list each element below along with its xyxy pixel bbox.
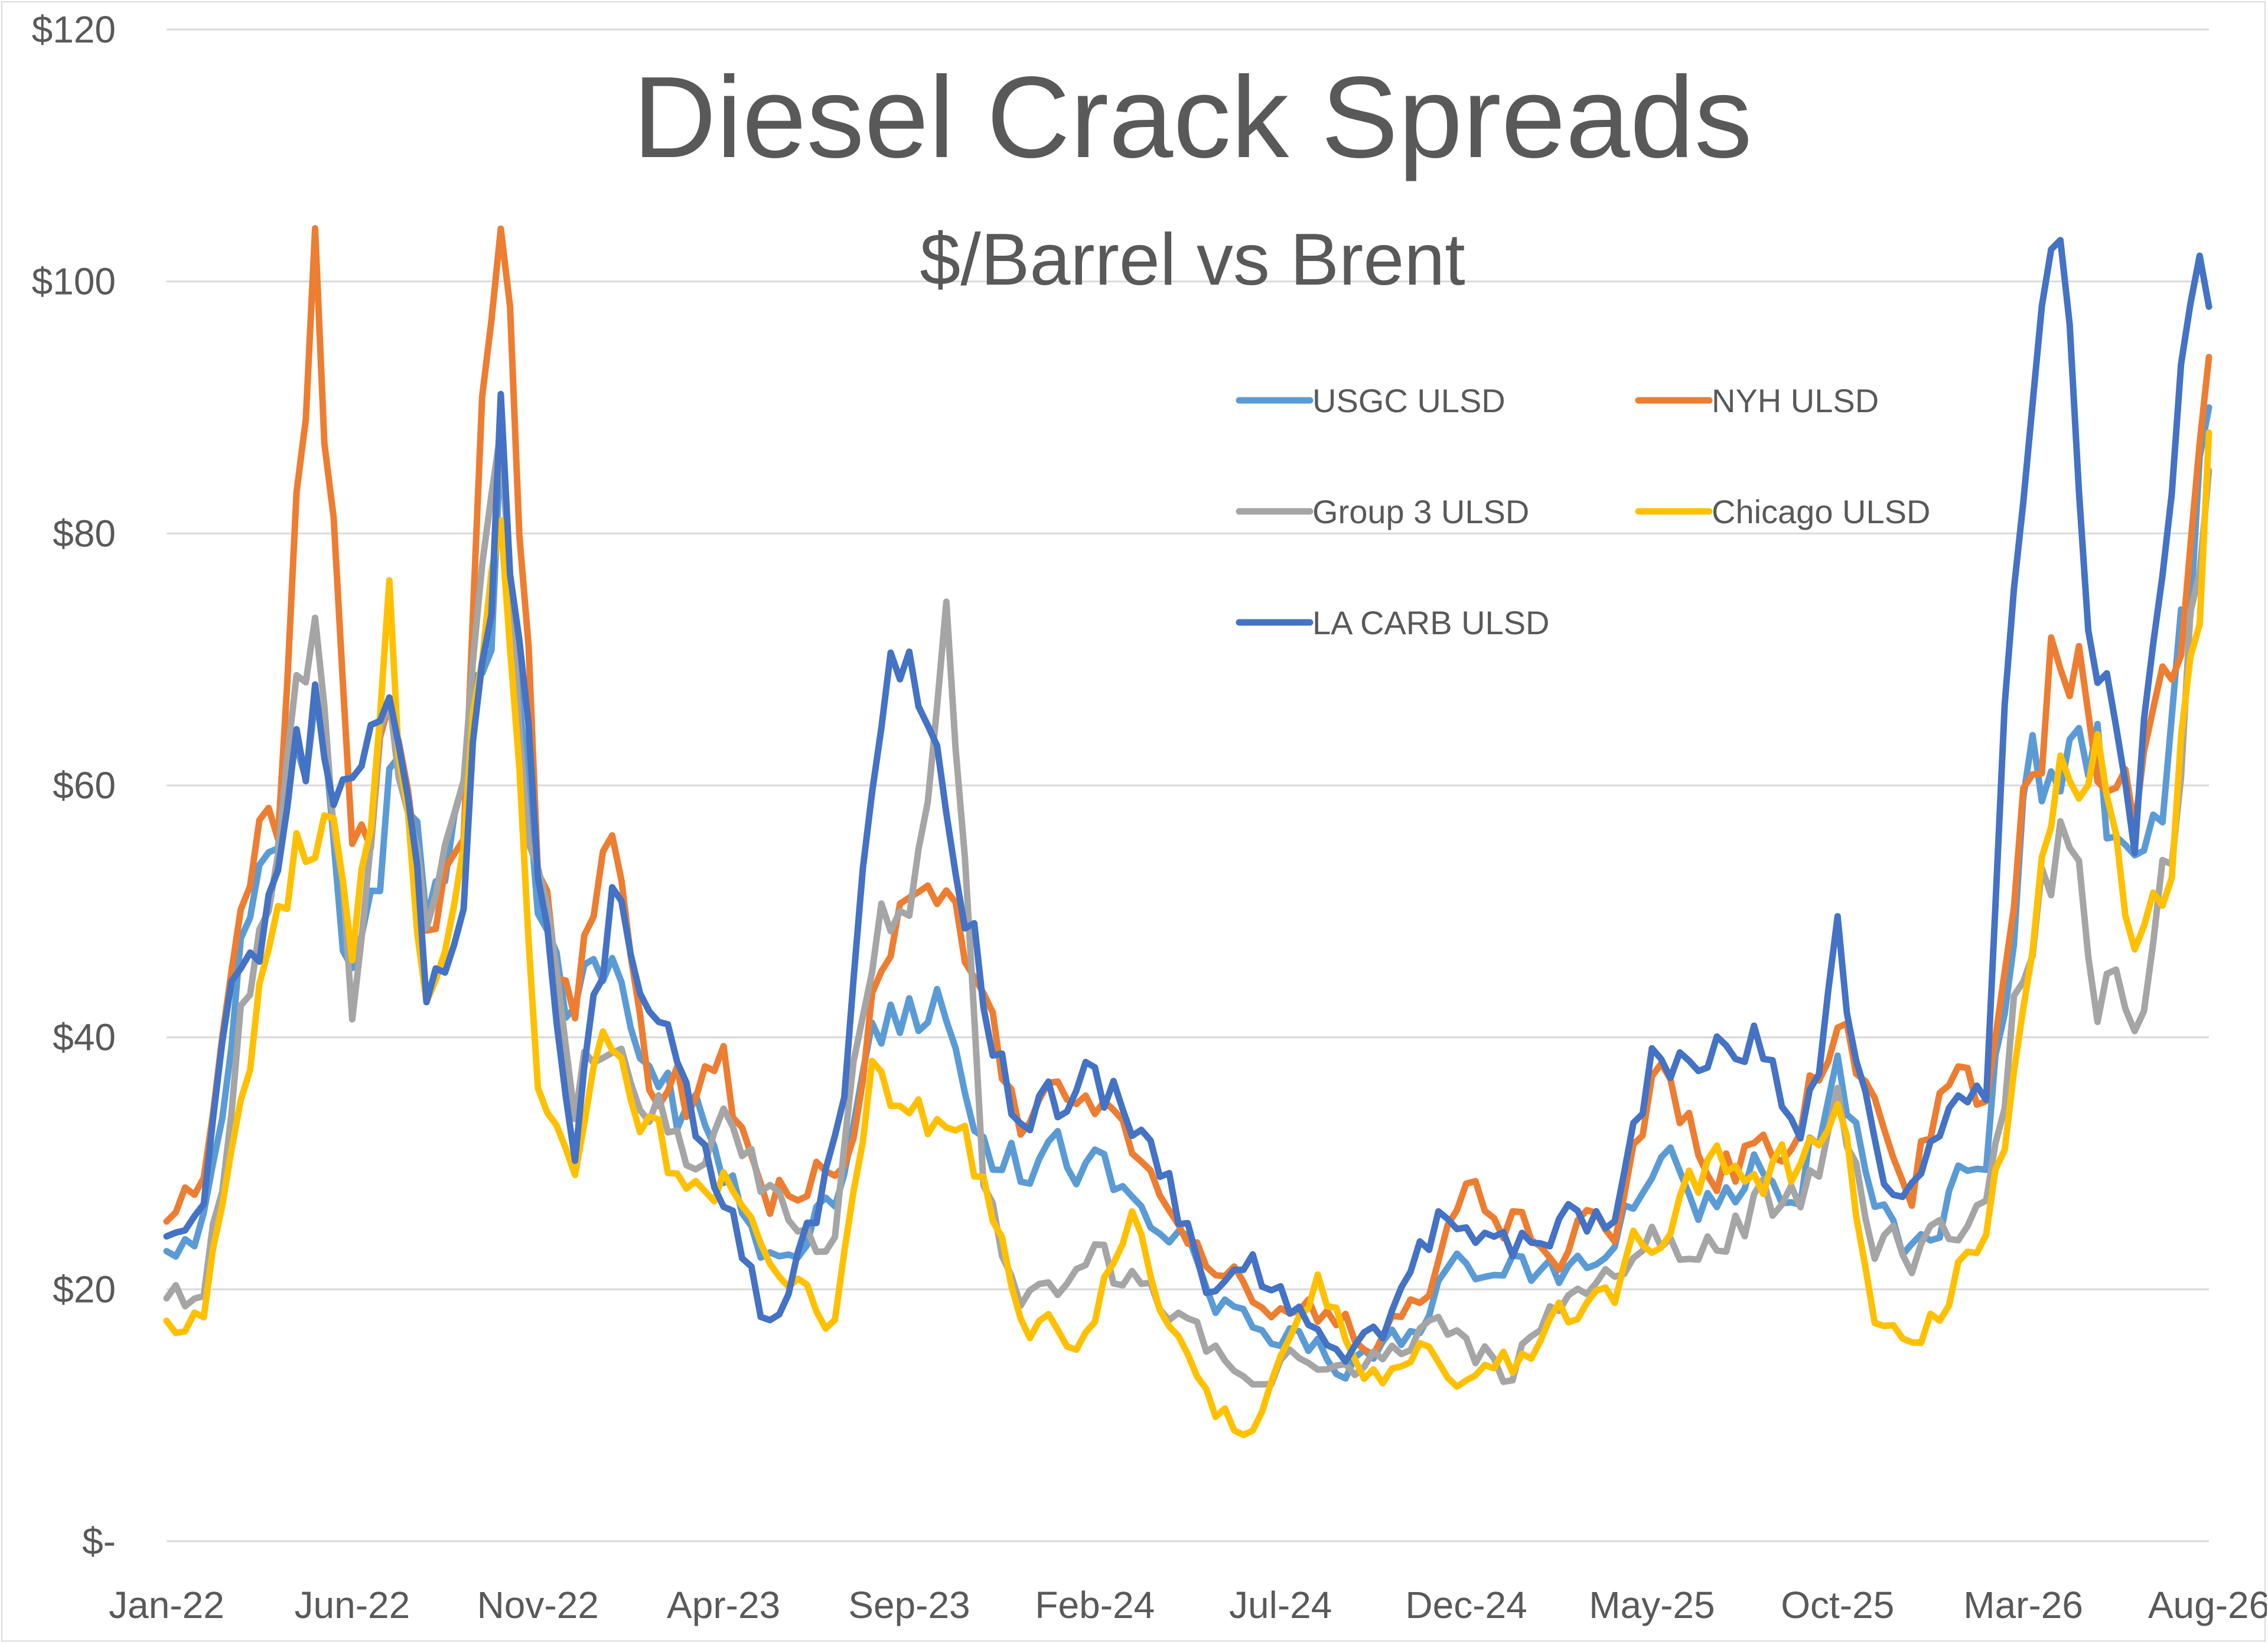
series-line-chicago-ulsd — [163, 429, 2212, 1438]
chart-subtitle: $/Barrel vs Brent — [920, 219, 1465, 301]
y-tick-label: $100 — [32, 260, 116, 303]
y-tick-label: $20 — [53, 1268, 116, 1310]
x-tick-label: Aug-26 — [2148, 1584, 2267, 1626]
x-tick-label: Jul-24 — [1229, 1584, 1332, 1626]
x-tick-label: Nov-22 — [477, 1584, 599, 1626]
legend-label: LA CARB ULSD — [1312, 604, 1550, 641]
x-tick-label: Mar-26 — [1963, 1584, 2083, 1626]
axes: $- $20 $40 $60 $80 $100 $120 Jan-22 Jun-22 Nov-22… — [32, 8, 2267, 1626]
series-line-la-carb-ulsd — [163, 237, 2212, 1365]
x-tick-label: Jan-22 — [109, 1584, 224, 1626]
y-tick-label: $- — [82, 1520, 116, 1563]
legend-label: Chicago ULSD — [1712, 493, 1930, 530]
y-tick-label: $40 — [53, 1016, 116, 1059]
x-tick-label: Dec-24 — [1405, 1584, 1527, 1626]
x-tick-label: Oct-25 — [1781, 1584, 1894, 1626]
y-tick-label: $60 — [53, 764, 116, 807]
y-tick-label: $80 — [53, 512, 116, 554]
series-line-nyh-ulsd — [163, 225, 2212, 1358]
legend-label: Group 3 ULSD — [1312, 493, 1529, 530]
legend: USGC ULSD NYH ULSD Group 3 ULSD Chicago ULS… — [1236, 382, 1930, 641]
x-tick-label: Feb-24 — [1035, 1584, 1155, 1626]
legend-label: NYH ULSD — [1712, 382, 1879, 419]
chart-title: Diesel Crack Spreads — [633, 53, 1752, 182]
series-lines — [163, 225, 2212, 1438]
x-tick-label: Jun-22 — [295, 1584, 410, 1626]
x-tick-label: Sep-23 — [848, 1584, 970, 1626]
x-tick-label: May-25 — [1589, 1584, 1715, 1626]
y-tick-label: $120 — [32, 8, 116, 51]
legend-label: USGC ULSD — [1312, 382, 1506, 419]
x-tick-label: Apr-23 — [667, 1584, 780, 1626]
